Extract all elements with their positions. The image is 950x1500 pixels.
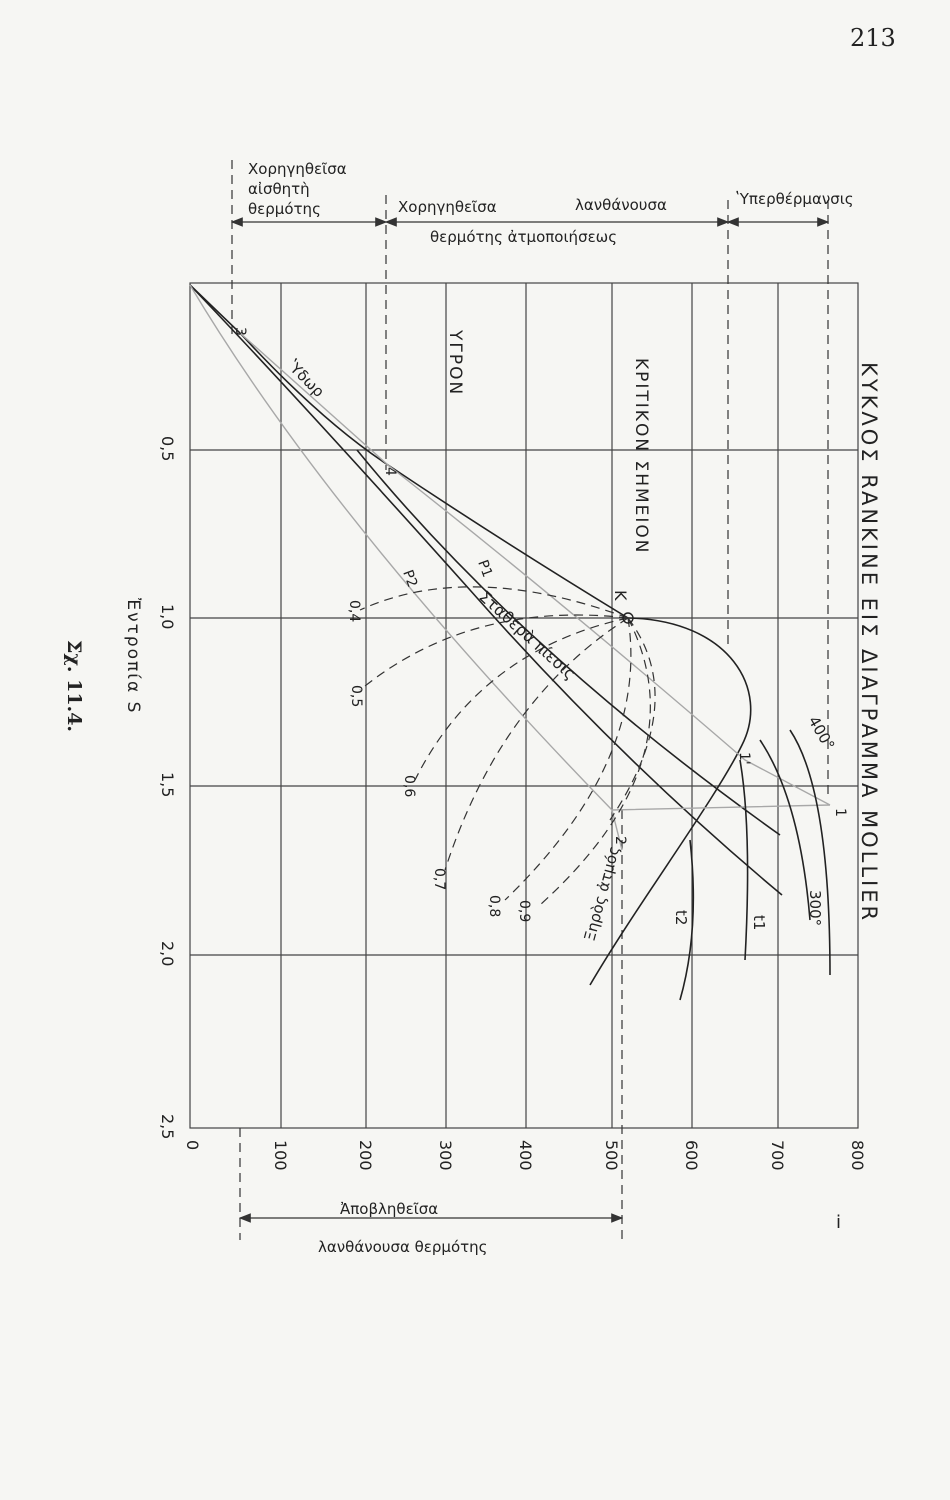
dryness-label: 0,8 <box>486 895 502 917</box>
s-tick-label: 0,5 <box>158 436 177 461</box>
annotation: θερμότης ἀτμοποιήσεως <box>430 228 617 246</box>
rotated-labels: ΚΥΚΛΟΣ RANKINE ΕΙΣ ΔΙΑΓΡΑΜΜΑ MOLLIER ΥΓΡΟ… <box>63 327 881 1171</box>
separators <box>231 160 829 1240</box>
dryness-label: 0,7 <box>431 868 447 890</box>
annotation: αἰσθητὴ <box>248 180 310 198</box>
curve-label: 400° <box>805 713 839 753</box>
s-tick-label: 1,0 <box>158 604 177 629</box>
s-tick-label: 2,5 <box>158 1114 177 1139</box>
i-tick-label: 800 <box>848 1140 867 1171</box>
dryness-label: 0,6 <box>401 775 417 797</box>
axis-label: i <box>836 1212 841 1233</box>
curve-label: Σταθερὰ πίεσις <box>475 587 579 684</box>
annotation: ʽΥπερθέρμανσις <box>735 190 854 208</box>
grid <box>189 282 859 1129</box>
s-tick-label: 2,0 <box>158 941 177 966</box>
dryness-label: 0,5 <box>348 685 364 707</box>
curve-label: Ξηρὸς ἀτμός <box>580 844 623 943</box>
chart-title: ΚΥΚΛΟΣ RANKINE ΕΙΣ ΔΙΑΓΡΑΜΜΑ MOLLIER <box>857 362 881 923</box>
s-tick-label: 1,5 <box>158 772 177 797</box>
i-tick-label: 400 <box>516 1140 535 1171</box>
i-tick-label: 700 <box>768 1140 787 1171</box>
curve-label: t1 <box>750 915 768 930</box>
curve-label: P2 <box>399 568 420 590</box>
i-tick-label: 200 <box>356 1140 375 1171</box>
axis-label: Ἐντροπία S <box>123 598 143 714</box>
point-label: 1 <box>832 808 848 817</box>
dryness-label: 0,4 <box>346 600 362 622</box>
caption: Σχ. 11.4. <box>63 640 85 732</box>
annotation: Χορηγηθεῖσα <box>248 160 347 178</box>
annotation: λανθάνουσα θερμότης <box>318 1238 487 1256</box>
curve-label: t2 <box>672 910 690 925</box>
annotation: Ἀποβληθεῖσα <box>340 1200 438 1218</box>
annotation: Χορηγηθεῖσα <box>398 198 497 216</box>
i-tick-label: 600 <box>682 1140 701 1171</box>
curve-label: P1 <box>474 558 495 580</box>
point-label: 2 <box>612 836 628 845</box>
point-label: K <box>611 590 630 601</box>
point-label: 4 <box>382 467 398 476</box>
curves <box>189 284 831 1001</box>
curve-label: ʽΥδωρ <box>283 356 328 401</box>
i-tick-label: 300 <box>436 1140 455 1171</box>
i-tick-label: 100 <box>271 1140 290 1171</box>
dryness-label: 0,9 <box>516 900 532 922</box>
i-tick-label: 500 <box>602 1140 621 1171</box>
point-label: 1' <box>736 752 752 765</box>
i-tick-label: 0 <box>183 1140 202 1150</box>
annotation: λανθάνουσα <box>575 196 667 214</box>
page-number: 213 <box>850 24 896 52</box>
annotation: θερμότης <box>248 200 321 218</box>
point-label: 3 <box>232 327 248 336</box>
curve-label: 300° <box>806 890 824 926</box>
region-label: ΚΡΙΤΙΚΟΝ ΣΗΜΕΙΟΝ <box>631 358 651 555</box>
region-label: ΥΓΡΟΝ <box>445 329 465 396</box>
